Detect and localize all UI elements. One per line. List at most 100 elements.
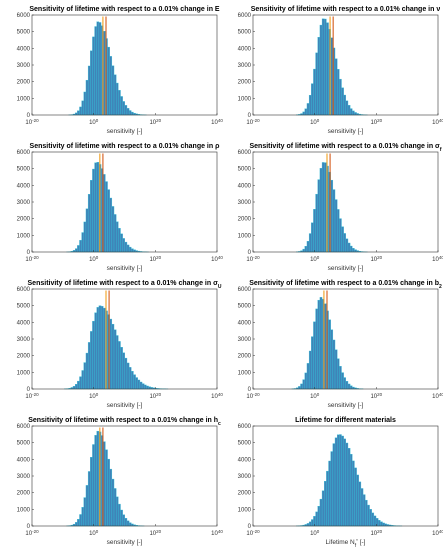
x-tick-label: 1040 [211, 392, 223, 401]
histogram-bar [83, 91, 87, 116]
histogram-bar [148, 386, 151, 390]
histogram-bar [306, 523, 310, 527]
axes-box [31, 14, 218, 116]
histogram-bar [144, 384, 147, 390]
histogram-bar [126, 108, 130, 116]
histogram-bar [74, 522, 78, 527]
x-axis-label: sensitivity [-] [328, 128, 364, 135]
y-tick-label: 0 [27, 113, 31, 119]
y-tick-label: 2000 [17, 80, 31, 86]
histogram-bar [115, 496, 119, 527]
histogram-bar [334, 349, 338, 390]
histogram-bar [107, 46, 110, 116]
panel-2: 0 1000 2000 3000 4000 5000 6000 10-20 100 1020 104… [238, 6, 443, 135]
histogram-bar [324, 481, 327, 527]
histogram-bar [109, 318, 113, 390]
histogram-bar [345, 381, 349, 390]
histogram-bar [120, 509, 123, 527]
histogram-bar [87, 342, 91, 390]
histogram-bar [347, 242, 351, 253]
histogram-bar [306, 241, 310, 253]
histogram-bar [122, 238, 125, 253]
x-tick-label: 1040 [432, 392, 443, 401]
histogram-bar [352, 247, 355, 253]
histogram-bar [360, 488, 364, 527]
histogram-bar [81, 100, 84, 116]
x-tick-label: 10-20 [246, 529, 260, 538]
panel-1: 0 1000 2000 3000 4000 5000 6000 10-20 100 1020 104… [17, 6, 224, 135]
histogram-bar [96, 307, 100, 390]
histogram-bar [380, 521, 383, 527]
histogram-bar [300, 383, 303, 390]
histogram-bar [128, 522, 132, 527]
histogram-bar [103, 174, 106, 253]
y-tick-label: 6000 [238, 13, 252, 19]
histogram-bar [349, 385, 353, 390]
histogram-bar [85, 352, 89, 390]
histogram-bar [378, 520, 381, 527]
histogram-bar [113, 488, 117, 527]
x-tick-label: 1040 [432, 118, 443, 127]
histogram-bar [87, 65, 91, 116]
y-tick-label: 5000 [17, 30, 31, 36]
histogram-bar [311, 83, 314, 116]
histogram-bar [328, 319, 331, 390]
histogram-bar [302, 111, 305, 116]
histogram-bar [349, 454, 353, 527]
histogram-bar [319, 498, 323, 527]
histogram-bar [92, 36, 95, 116]
y-tick-label: 1000 [17, 507, 31, 513]
histogram-bar [315, 52, 318, 116]
y-tick-label: 5000 [238, 167, 252, 173]
histogram-bar [92, 320, 95, 390]
histogram-bar [85, 485, 89, 527]
y-tick-label: 5000 [238, 30, 252, 36]
y-tick-label: 2000 [238, 491, 252, 497]
histogram-bar [141, 383, 145, 390]
histogram-bar [113, 329, 117, 390]
histogram-bar [85, 79, 89, 116]
y-tick-label: 1000 [17, 233, 31, 239]
panel-title: Lifetime for different materials [295, 417, 396, 424]
y-tick-label: 4000 [17, 320, 31, 326]
histogram-bar [306, 103, 310, 116]
y-tick-label: 1000 [238, 507, 252, 513]
histogram-bar [349, 108, 353, 116]
x-tick-label: 1040 [432, 529, 443, 538]
x-tick-label: 100 [310, 392, 320, 401]
histogram-bar [124, 357, 128, 390]
histogram-bar [319, 168, 323, 253]
y-tick-label: 6000 [17, 424, 31, 430]
panel-title: Sensitivity of lifetime with respect to … [249, 280, 442, 290]
histogram-bar [369, 509, 372, 527]
panel-title: Sensitivity of lifetime with respect to … [28, 417, 221, 427]
histogram-bar [319, 297, 323, 390]
panel-8: 0 1000 2000 3000 4000 5000 6000 10-20 100 1020 104… [238, 417, 443, 549]
x-tick-label: 10-20 [246, 392, 260, 401]
histogram-bar [343, 233, 346, 253]
x-tick-label: 1020 [370, 255, 382, 264]
histogram-bar [79, 106, 82, 116]
histogram-bar [109, 197, 113, 253]
y-tick-label: 1000 [17, 370, 31, 376]
y-tick-label: 6000 [17, 150, 31, 156]
x-tick-label: 100 [89, 118, 99, 127]
histogram-bar [341, 226, 344, 253]
histogram-bar [352, 460, 355, 527]
histogram-bar [92, 444, 95, 527]
y-tick-label: 6000 [238, 424, 252, 430]
histogram-bar [352, 110, 355, 116]
histogram-bar [122, 101, 125, 116]
histogram-bar [133, 249, 136, 253]
histogram-bar [98, 305, 102, 390]
histogram-bar [115, 221, 119, 253]
histogram-bar [120, 347, 123, 390]
y-tick-label: 3000 [238, 474, 252, 480]
histogram-bar [324, 18, 327, 116]
histogram-bar [313, 68, 316, 116]
histogram-bar [336, 209, 340, 253]
axes-box [31, 151, 218, 253]
x-tick-label: 1020 [149, 529, 161, 538]
histogram-bar [90, 180, 93, 253]
